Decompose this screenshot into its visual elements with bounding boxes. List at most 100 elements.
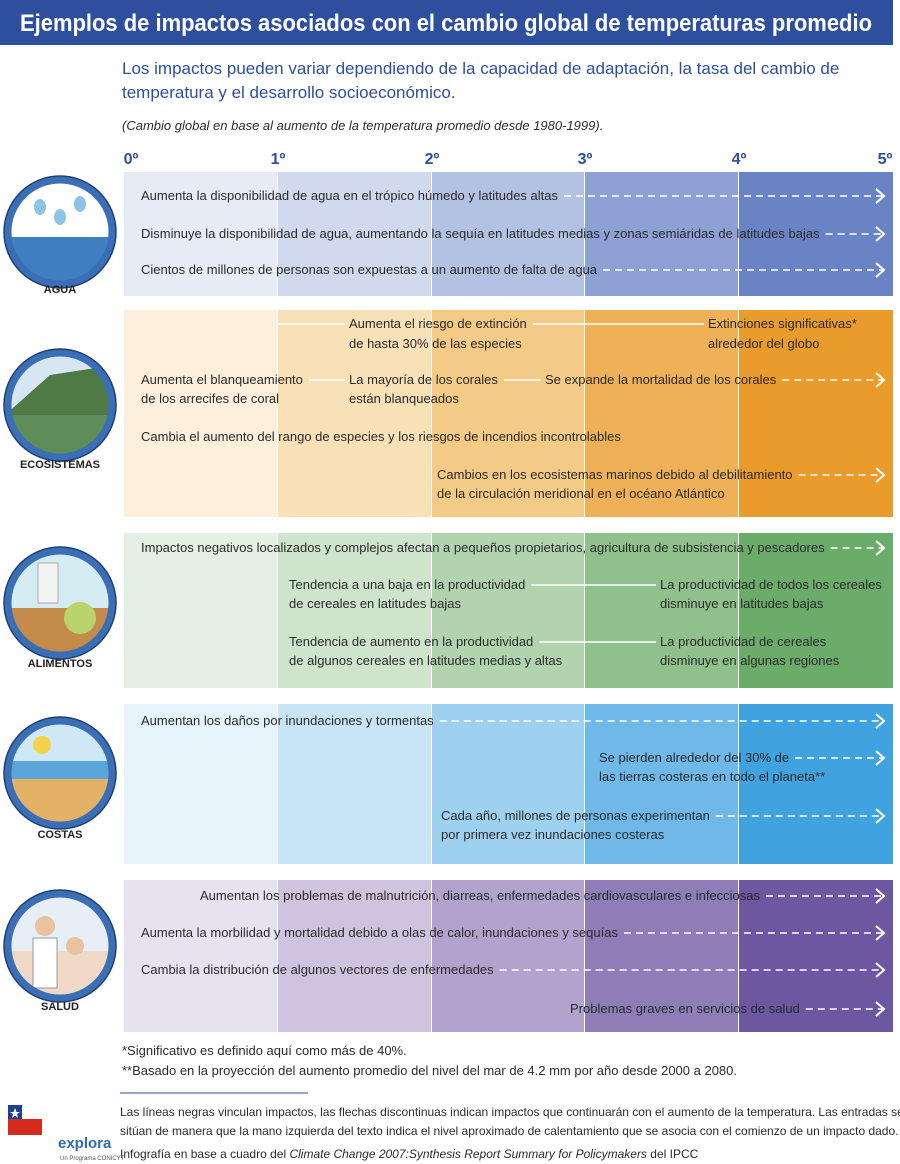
impact-text: de cereales en latitudes bajas <box>289 596 462 611</box>
subtitle: temperatura y el desarrollo socioeconómi… <box>122 83 456 102</box>
arrow-head <box>875 467 886 483</box>
icon-frame-outline <box>3 348 117 462</box>
band <box>432 172 584 296</box>
impact-text: Disminuye la disponibilidad de agua, aum… <box>141 226 820 241</box>
section-label: ECOSISTEMAS <box>20 459 100 471</box>
impact-text: Se pierden alrededor del 30% de <box>599 750 789 765</box>
scale-label: 0º <box>124 151 139 168</box>
legend-text: sitúan de manera que la mano izquierda d… <box>120 1124 898 1138</box>
impact-text: de hasta 30% de las especies <box>349 336 522 351</box>
band <box>585 172 738 296</box>
impact-text: Se expande la mortalidad de los corales <box>545 372 777 387</box>
source-before: Infografía en base a cuadro del <box>120 1147 289 1161</box>
impact-text: están blanqueados <box>349 391 459 406</box>
band <box>739 704 893 864</box>
band <box>124 172 277 296</box>
impact-text: La productividad de cereales <box>660 634 827 649</box>
section-label: AGUA <box>44 284 76 296</box>
icon-frame <box>4 717 116 829</box>
impact-text: Cada año, millones de personas experimen… <box>441 808 710 823</box>
impact-text: disminuye en latitudes bajas <box>660 596 824 611</box>
band <box>278 704 431 864</box>
scale-label: 4º <box>732 151 747 168</box>
impact-text: Cientos de millones de personas son expu… <box>141 262 598 277</box>
icon-frame-outline <box>3 175 117 289</box>
band <box>739 880 893 1032</box>
band <box>432 880 584 1032</box>
band <box>585 880 738 1032</box>
arrow-head <box>875 1001 886 1017</box>
icon-drop <box>74 196 86 212</box>
arrow-head <box>875 925 886 941</box>
icon-hill <box>8 365 112 415</box>
impact-text: Extinciones significativas* <box>708 316 857 331</box>
band <box>585 533 738 688</box>
arrow-head <box>875 372 886 388</box>
source: Infografía en base a cuadro del Climate … <box>120 1147 699 1161</box>
title: Ejemplos de impactos asociados con el ca… <box>20 10 872 37</box>
icon-apple <box>64 602 96 634</box>
impact-text: Cambia el aumento del rango de especies … <box>141 429 621 444</box>
source-title: Climate Change 2007:Synthesis Report Sum… <box>289 1147 646 1161</box>
band <box>739 310 893 517</box>
arrow-head <box>875 262 886 278</box>
impact-text: Tendencia de aumento en la productividad <box>289 634 533 649</box>
arrow-head <box>875 808 886 824</box>
icon-frame <box>4 547 116 659</box>
logo-name: explora <box>58 1135 112 1152</box>
scale-label: 5º <box>878 151 893 168</box>
impact-text: por primera vez inundaciones costeras <box>441 827 665 842</box>
section-label: SALUD <box>41 1001 79 1013</box>
scale-label: 1º <box>271 151 286 168</box>
impact-text: Aumenta el blanqueamiento <box>141 372 303 387</box>
logo-star <box>10 1108 20 1118</box>
impact-text: Aumenta la morbilidad y mortalidad debid… <box>141 925 618 940</box>
band <box>278 172 431 296</box>
band <box>278 310 431 517</box>
band <box>124 704 277 864</box>
scale-label: 3º <box>578 151 593 168</box>
icon-body <box>32 937 58 989</box>
impact-text: Problemas graves en servicios de salud <box>570 1001 800 1016</box>
band <box>278 880 431 1032</box>
band <box>432 310 584 517</box>
arrow-head <box>875 540 886 556</box>
icon-sun <box>33 736 51 754</box>
scale-label: 2º <box>425 151 440 168</box>
connector-layer <box>124 172 893 1032</box>
title-bar <box>0 0 893 45</box>
arrow-head <box>875 226 886 242</box>
logo-flag-red <box>8 1119 42 1135</box>
arrow-head <box>875 962 886 978</box>
icon-glass <box>37 562 59 604</box>
band <box>278 533 431 688</box>
band <box>432 533 584 688</box>
section-label: COSTAS <box>37 829 82 841</box>
source-after: del IPCC <box>647 1147 699 1161</box>
legend-text: Las líneas negras vinculan impactos, las… <box>120 1105 900 1119</box>
impact-text: La mayoría de los corales <box>349 372 498 387</box>
impact-text: La productividad de todos los cereales <box>660 577 882 592</box>
icon-drop <box>34 199 46 215</box>
band <box>124 533 277 688</box>
impact-text: alrededor del globo <box>708 336 819 351</box>
note: (Cambio global en base al aumento de la … <box>122 118 603 133</box>
band <box>124 880 277 1032</box>
icon <box>3 716 117 830</box>
icon-frame <box>4 890 116 1002</box>
impact-text: las tierras costeras en todo el planeta*… <box>599 769 825 784</box>
impact-text: Aumenta el riesgo de extinción <box>349 316 527 331</box>
icon <box>3 348 117 462</box>
band <box>585 310 738 517</box>
icon <box>3 546 117 660</box>
arrow-head <box>875 713 886 729</box>
icon-child <box>66 937 84 955</box>
impact-text: Aumentan los problemas de malnutrición, … <box>200 888 761 903</box>
icon-head <box>35 916 55 936</box>
impact-text: de la circulación meridional en el océan… <box>437 486 725 501</box>
impact-text: Cambios en los ecosistemas marinos debid… <box>437 467 793 482</box>
icon-frame <box>4 349 116 461</box>
icon-drop <box>54 209 66 225</box>
impact-text: Aumentan los daños por inundaciones y to… <box>141 713 434 728</box>
